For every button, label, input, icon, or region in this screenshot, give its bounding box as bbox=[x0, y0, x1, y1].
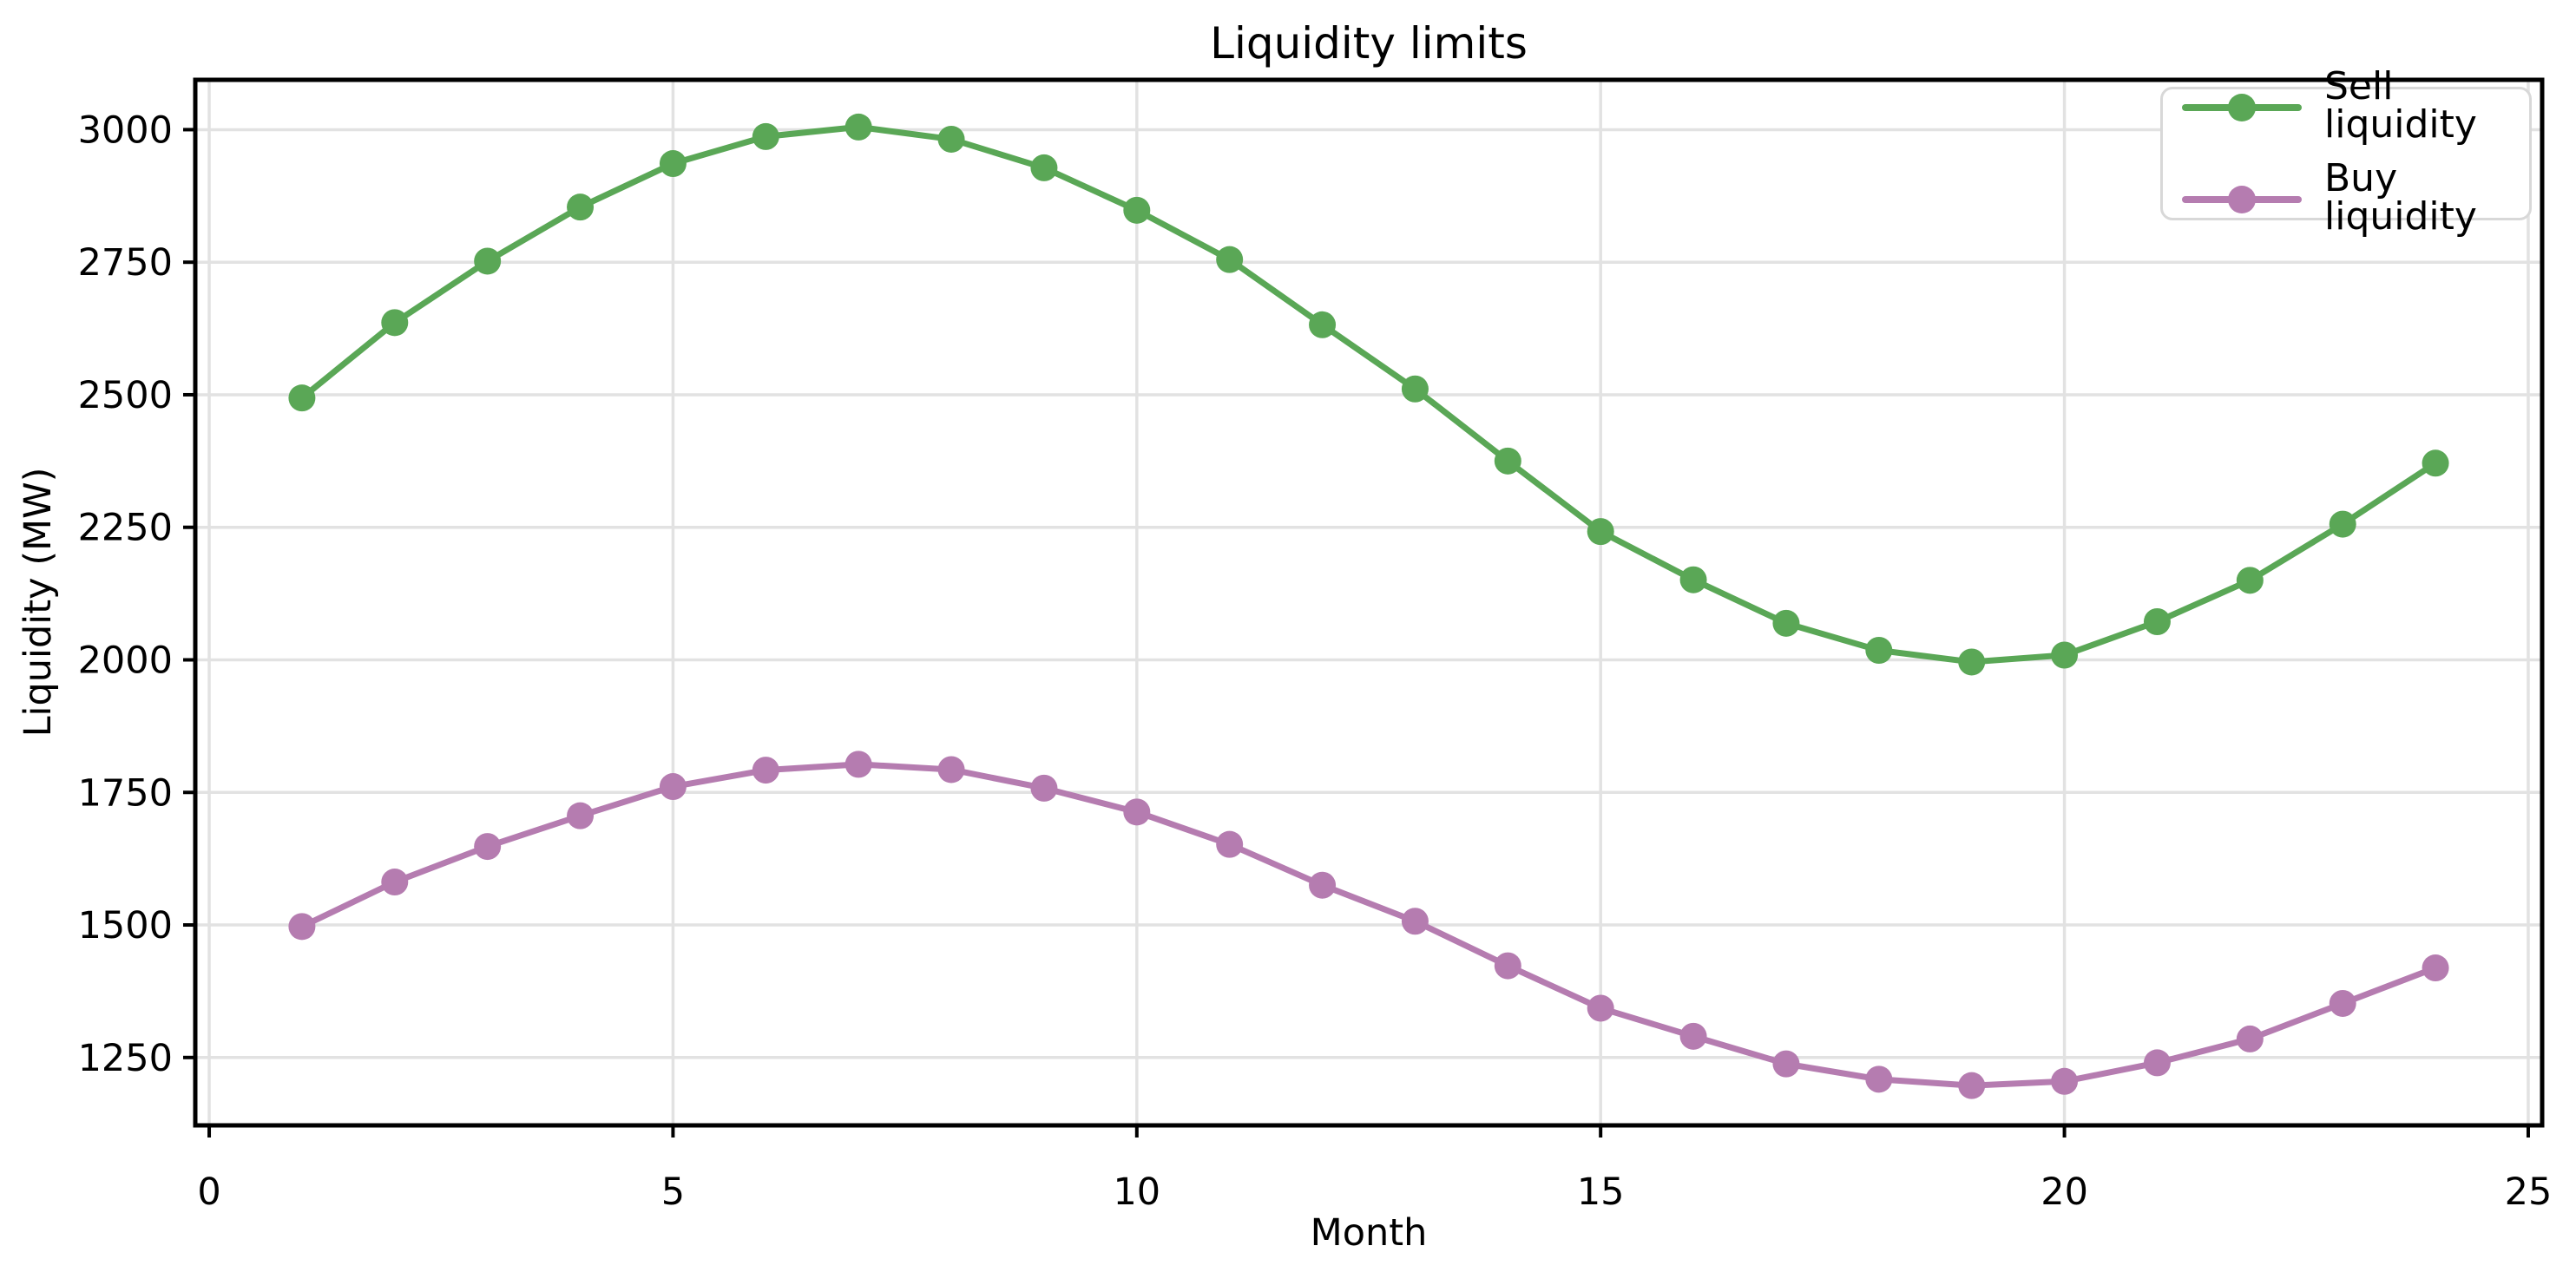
data-point-marker bbox=[1679, 1022, 1707, 1050]
x-tick-label: 0 bbox=[197, 1170, 220, 1214]
x-axis-label: Month bbox=[1310, 1211, 1428, 1255]
data-point-marker bbox=[2051, 641, 2079, 669]
data-point-marker bbox=[1587, 518, 1614, 546]
data-point-marker bbox=[1309, 871, 1337, 899]
x-tick-label: 20 bbox=[2040, 1170, 2088, 1214]
data-point-marker bbox=[2143, 1049, 2171, 1077]
data-point-marker bbox=[1030, 774, 1058, 802]
data-point-marker bbox=[752, 122, 779, 150]
legend-item-sell: Sell liquidity bbox=[2182, 68, 2510, 148]
data-point-marker bbox=[844, 751, 872, 778]
data-point-marker bbox=[2329, 510, 2356, 538]
data-point-marker bbox=[1772, 1050, 1800, 1078]
data-point-marker bbox=[2143, 607, 2171, 635]
data-point-marker bbox=[1401, 908, 1429, 935]
x-tick-label: 5 bbox=[661, 1170, 685, 1214]
data-point-marker bbox=[2329, 989, 2356, 1017]
data-point-marker bbox=[2051, 1067, 2079, 1095]
data-point-marker bbox=[1309, 311, 1337, 338]
y-tick-label: 2000 bbox=[78, 639, 173, 682]
data-point-marker bbox=[381, 309, 409, 337]
data-point-marker bbox=[2422, 449, 2449, 477]
data-point-marker bbox=[1958, 648, 1986, 676]
legend-item-buy: Buy liquidity bbox=[2182, 160, 2510, 239]
x-tick-label: 25 bbox=[2505, 1170, 2553, 1214]
data-point-marker bbox=[288, 913, 316, 941]
data-point-marker bbox=[2236, 567, 2264, 594]
data-point-marker bbox=[1865, 1065, 1893, 1093]
y-axis-label: Liquidity (MW) bbox=[16, 467, 60, 738]
legend-line-marker-icon bbox=[2182, 186, 2302, 213]
x-tick-label: 10 bbox=[1113, 1170, 1160, 1214]
data-point-marker bbox=[1494, 952, 1521, 980]
legend-label: Sell liquidity bbox=[2324, 64, 2477, 147]
data-point-marker bbox=[937, 756, 965, 784]
plot-frame bbox=[193, 77, 2545, 1128]
data-point-marker bbox=[1216, 246, 1244, 273]
data-point-marker bbox=[474, 247, 502, 275]
data-point-marker bbox=[2236, 1025, 2264, 1052]
circle-marker-icon bbox=[2228, 186, 2256, 213]
y-tick-label: 1500 bbox=[78, 904, 173, 947]
legend-line-marker-icon bbox=[2182, 94, 2302, 121]
data-point-marker bbox=[844, 113, 872, 141]
y-tick-label: 2750 bbox=[78, 241, 173, 285]
series-line-sell bbox=[299, 123, 2439, 666]
data-point-marker bbox=[567, 802, 595, 829]
y-tick-label: 2500 bbox=[78, 374, 173, 417]
data-point-marker bbox=[659, 150, 687, 178]
data-point-marker bbox=[1216, 830, 1244, 858]
data-point-marker bbox=[1772, 609, 1800, 637]
data-point-marker bbox=[1587, 994, 1614, 1022]
y-tick-label: 3000 bbox=[78, 108, 173, 152]
data-point-marker bbox=[1123, 798, 1151, 826]
data-point-marker bbox=[937, 125, 965, 153]
legend: Sell liquidity Buy liquidity bbox=[2160, 68, 2532, 236]
data-point-marker bbox=[1030, 154, 1058, 181]
y-tick-label: 2250 bbox=[78, 507, 173, 550]
chart-title: Liquidity limits bbox=[1210, 18, 1528, 69]
data-point-marker bbox=[1865, 636, 1893, 664]
series-line-buy bbox=[299, 761, 2439, 1089]
y-tick-label: 1250 bbox=[78, 1037, 173, 1080]
data-point-marker bbox=[288, 384, 316, 412]
data-point-marker bbox=[752, 757, 779, 784]
data-point-marker bbox=[1123, 196, 1151, 224]
x-tick-label: 15 bbox=[1577, 1170, 1625, 1214]
data-point-marker bbox=[474, 833, 502, 861]
circle-marker-icon bbox=[2228, 94, 2256, 121]
legend-label: Buy liquidity bbox=[2324, 156, 2477, 239]
data-point-marker bbox=[659, 773, 687, 801]
data-point-marker bbox=[1958, 1072, 1986, 1099]
data-point-marker bbox=[1494, 447, 1521, 475]
y-tick-label: 1750 bbox=[78, 771, 173, 815]
data-point-marker bbox=[381, 869, 409, 896]
data-point-marker bbox=[2422, 954, 2449, 982]
data-point-marker bbox=[1401, 375, 1429, 403]
data-point-marker bbox=[1679, 566, 1707, 593]
data-point-marker bbox=[567, 193, 595, 221]
